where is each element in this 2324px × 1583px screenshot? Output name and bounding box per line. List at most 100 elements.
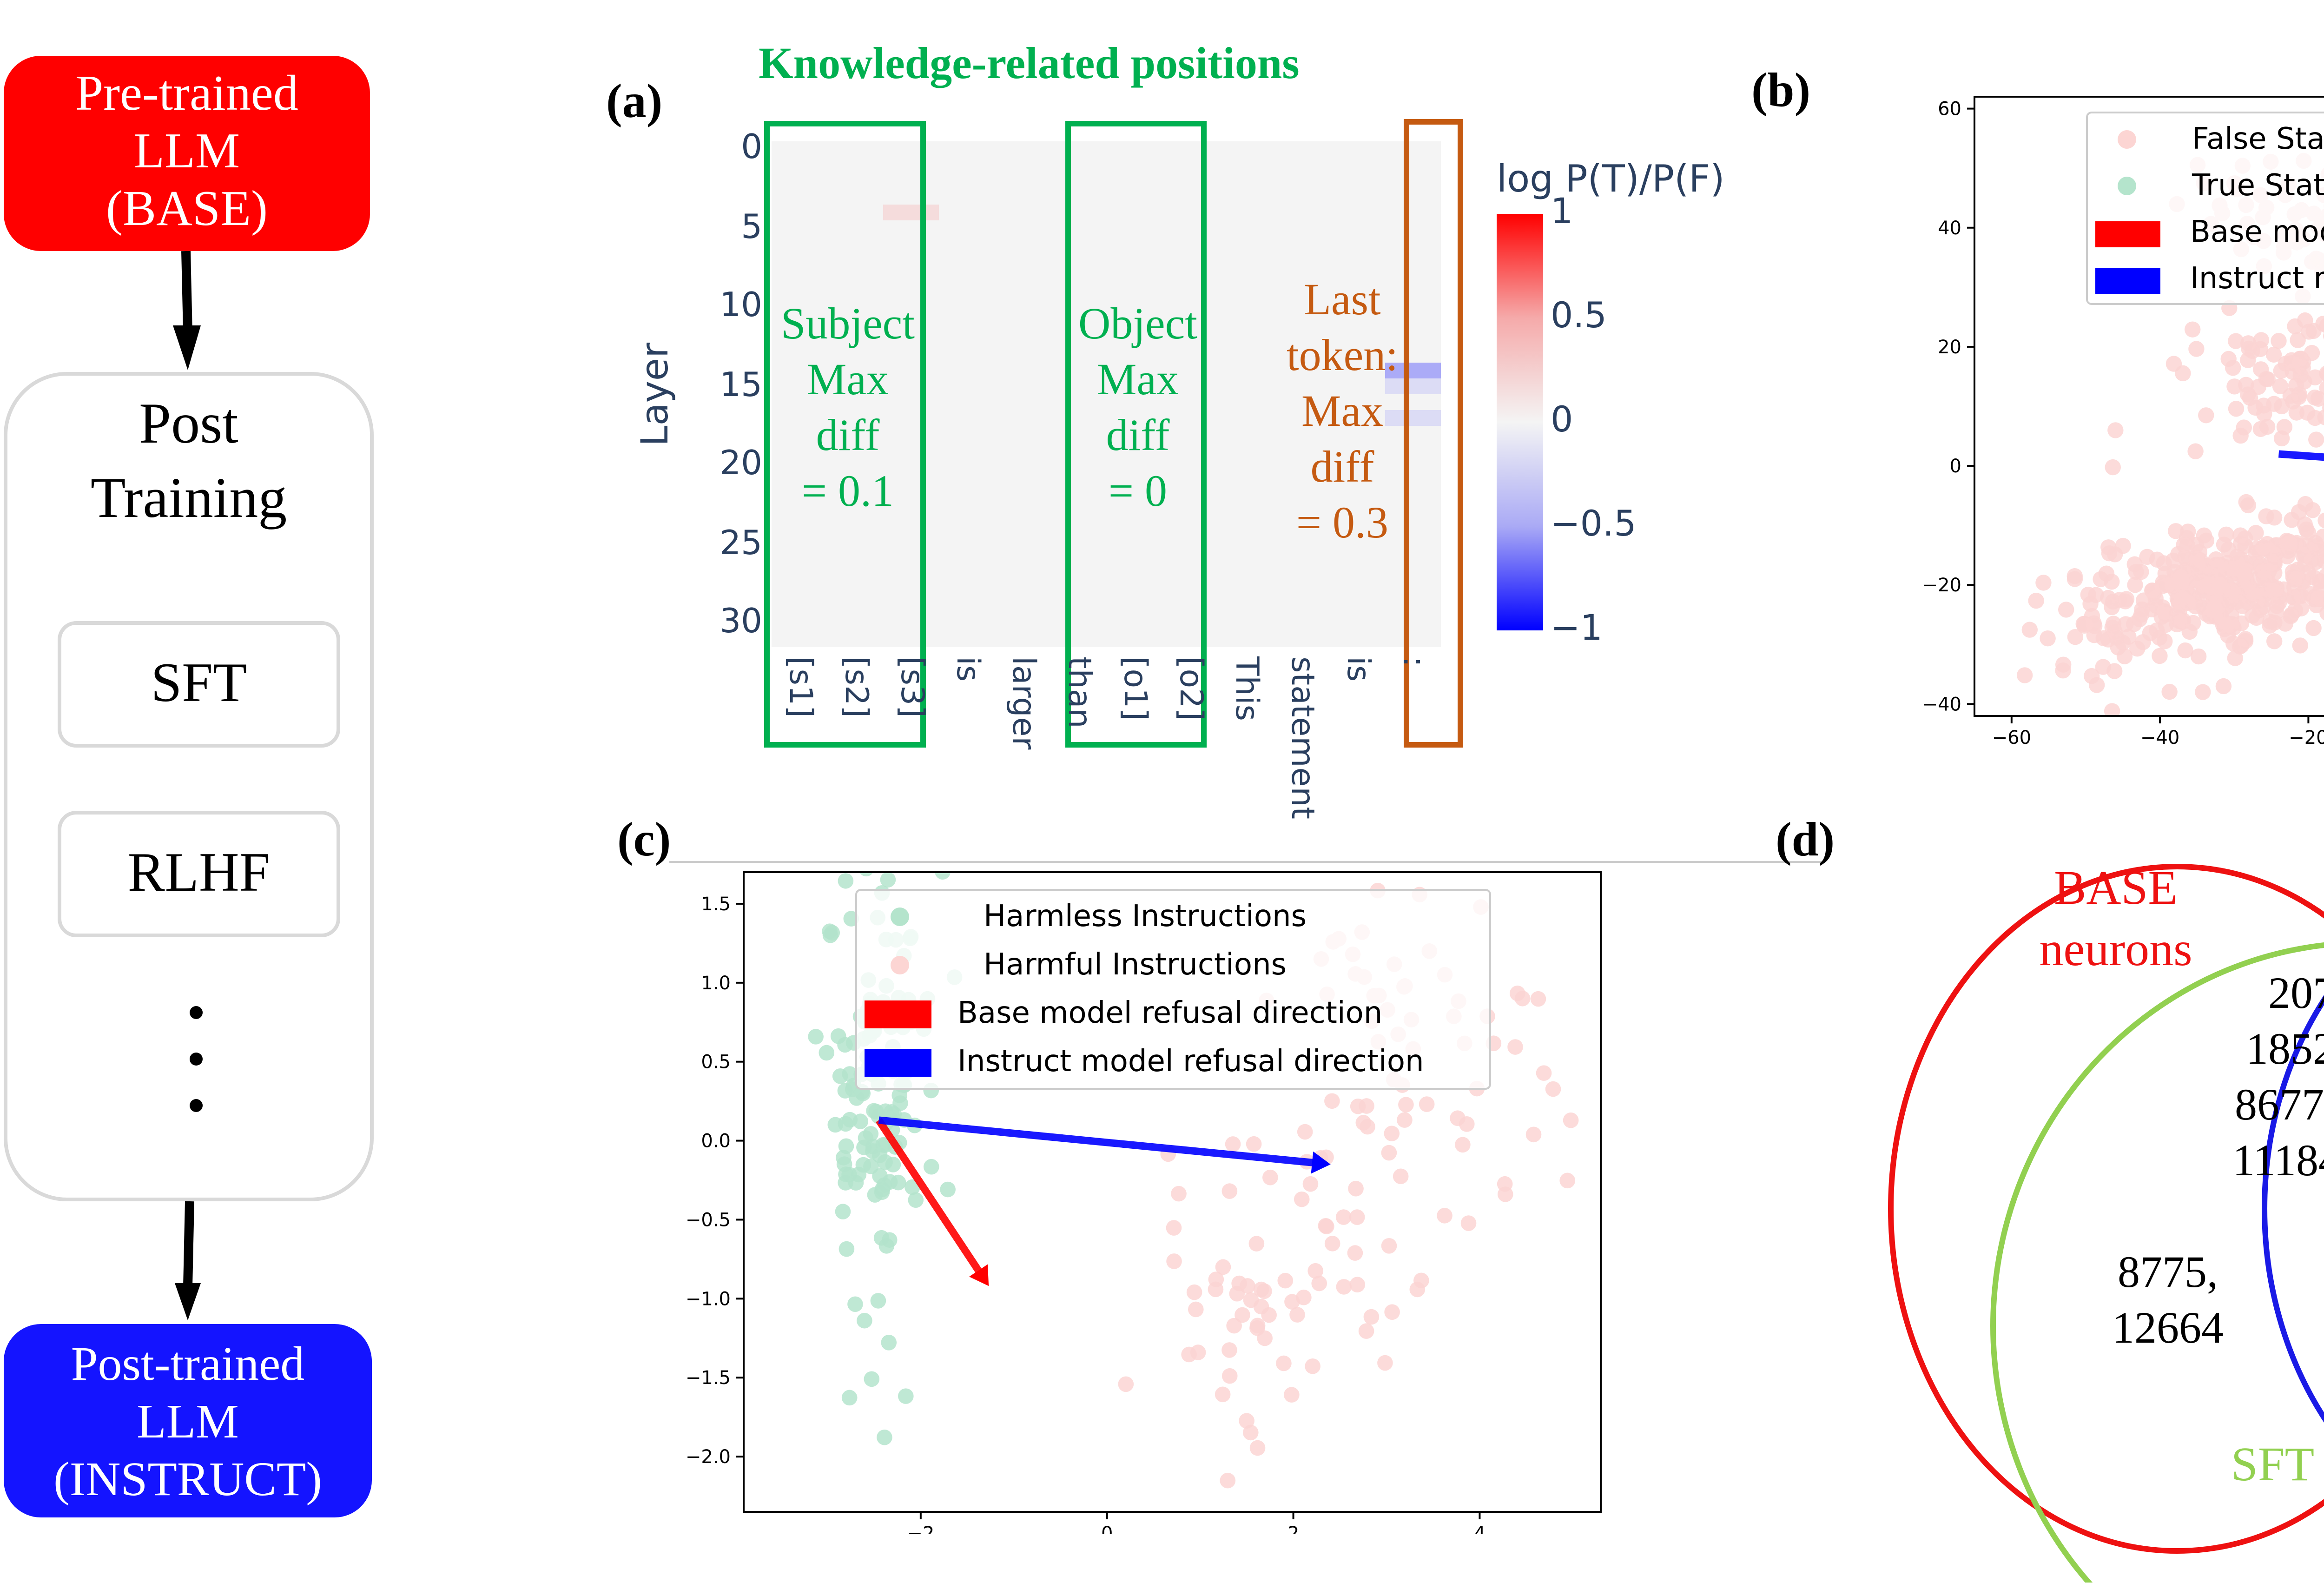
scatter-point bbox=[1239, 1413, 1254, 1429]
heatmap-cell bbox=[883, 536, 940, 553]
heatmap-token-label: statement bbox=[1283, 656, 1320, 820]
heatmap-cell bbox=[939, 331, 996, 348]
heatmap-cell bbox=[1274, 442, 1330, 458]
heatmap-cell bbox=[772, 489, 828, 506]
scatter-point bbox=[2308, 431, 2324, 448]
heatmap-cell bbox=[1385, 252, 1441, 269]
scatter-point bbox=[1324, 1093, 1340, 1109]
heatmap-cell bbox=[1106, 173, 1163, 190]
heatmap-cell bbox=[939, 489, 996, 506]
scatter-point bbox=[2266, 633, 2283, 649]
y-tick-label: 60 bbox=[1938, 99, 1961, 120]
scatter-point bbox=[2188, 341, 2205, 357]
heatmap-cell bbox=[995, 536, 1051, 553]
heatmap-cell bbox=[772, 189, 828, 205]
heatmap-cell bbox=[1329, 299, 1386, 316]
heatmap-cell bbox=[827, 299, 884, 316]
heatmap-cell bbox=[883, 268, 940, 285]
scatter-point bbox=[864, 1371, 880, 1387]
heatmap-cell bbox=[1274, 157, 1330, 174]
heatmap-cell bbox=[1106, 473, 1163, 490]
heatmap-cell bbox=[772, 378, 828, 395]
scatter-point bbox=[859, 872, 873, 877]
heatmap-cell bbox=[1329, 442, 1386, 458]
scatter-point bbox=[2133, 563, 2149, 580]
scatter-point bbox=[2190, 648, 2207, 665]
heatmap-cell bbox=[1274, 299, 1330, 316]
x-tick-label: −60 bbox=[1992, 727, 2031, 748]
scatter-point bbox=[2265, 346, 2282, 363]
last-token-box bbox=[1404, 119, 1463, 748]
heatmap-cell bbox=[883, 157, 940, 174]
heatmap-cell bbox=[1162, 173, 1219, 190]
scatter-point bbox=[880, 872, 896, 888]
scatter-point bbox=[2242, 390, 2258, 406]
scatter-point bbox=[1186, 1284, 1202, 1300]
heatmap-cell bbox=[1385, 284, 1441, 300]
scatter-point bbox=[2299, 404, 2316, 421]
heatmap-cell bbox=[1385, 236, 1441, 253]
heatmap-cell bbox=[995, 473, 1051, 490]
scatter-point bbox=[1348, 1180, 1364, 1197]
heatmap-cell bbox=[1162, 600, 1219, 616]
scatter-point bbox=[1460, 1215, 1477, 1231]
heatmap-cell bbox=[939, 536, 996, 553]
scatter-point bbox=[2076, 616, 2093, 632]
heatmap-cell bbox=[1050, 426, 1107, 443]
venn-region-line: 8677, 10510, bbox=[2235, 1082, 2324, 1131]
scatter-point bbox=[1525, 1126, 1542, 1143]
heatmap-cell bbox=[827, 473, 884, 490]
heatmap-cell bbox=[1106, 505, 1163, 522]
heatmap-cell bbox=[995, 189, 1051, 205]
arrow-down-icon bbox=[175, 1201, 201, 1320]
heatmap-cell bbox=[1385, 315, 1441, 332]
object-annotation: Object Max diff = 0 bbox=[1060, 298, 1216, 521]
heatmap-cell bbox=[995, 394, 1051, 411]
y-tick-label: −20 bbox=[1922, 575, 1961, 596]
heatmap-cell bbox=[772, 299, 828, 316]
heatmap-cell bbox=[772, 442, 828, 458]
heatmap-cell bbox=[1162, 552, 1219, 569]
heatmap-cell bbox=[1329, 457, 1386, 474]
scatter-point bbox=[1419, 1096, 1435, 1112]
scatter-point bbox=[1563, 1112, 1579, 1128]
scatter-point bbox=[2232, 527, 2249, 543]
heatmap-cell bbox=[939, 205, 996, 221]
scatter-point bbox=[1358, 1323, 1374, 1339]
heatmap-cell bbox=[1050, 141, 1107, 158]
scatter-point bbox=[2106, 663, 2123, 679]
heatmap-cell bbox=[1162, 363, 1219, 379]
heatmap-cell bbox=[1050, 521, 1107, 537]
heatmap-cell bbox=[883, 315, 940, 332]
heatmap-cell bbox=[772, 205, 828, 221]
heatmap-cell bbox=[827, 394, 884, 411]
scatter-point bbox=[2021, 622, 2038, 638]
scatter-point bbox=[940, 1181, 956, 1198]
heatmap-cell bbox=[1050, 189, 1107, 205]
heatmap-cell bbox=[1218, 268, 1274, 285]
heatmap-cell bbox=[772, 600, 828, 616]
heatmap-cell bbox=[1218, 315, 1274, 332]
instruct-box-line-3: (INSTRUCT) bbox=[53, 1452, 322, 1506]
scatter-point bbox=[1262, 1169, 1278, 1186]
x-tick-label: 0 bbox=[1101, 1523, 1113, 1534]
scatter-point bbox=[2236, 565, 2252, 582]
scatter-point bbox=[1409, 1281, 1426, 1298]
heatmap-cell bbox=[1274, 173, 1330, 190]
heatmap-cell bbox=[1050, 347, 1107, 364]
last-token-annotation-line: token: bbox=[1287, 333, 1398, 381]
heatmap-cell bbox=[827, 378, 884, 395]
heatmap-cell bbox=[1329, 426, 1386, 443]
heatmap-token-label: is bbox=[948, 656, 985, 682]
scatter-point bbox=[2238, 377, 2254, 393]
heatmap-cell bbox=[1106, 600, 1163, 616]
scatter-point bbox=[1166, 1253, 1182, 1269]
heatmap-title: Knowledge-related positions bbox=[759, 41, 1300, 89]
heatmap-cell bbox=[1218, 521, 1274, 537]
heatmap-cell bbox=[995, 236, 1051, 253]
legend-label: Instruct model refusal direction bbox=[957, 1043, 1424, 1079]
scatter-point bbox=[2255, 397, 2272, 414]
scatter-point bbox=[1118, 1376, 1134, 1392]
heatmap-cell bbox=[1385, 584, 1441, 601]
